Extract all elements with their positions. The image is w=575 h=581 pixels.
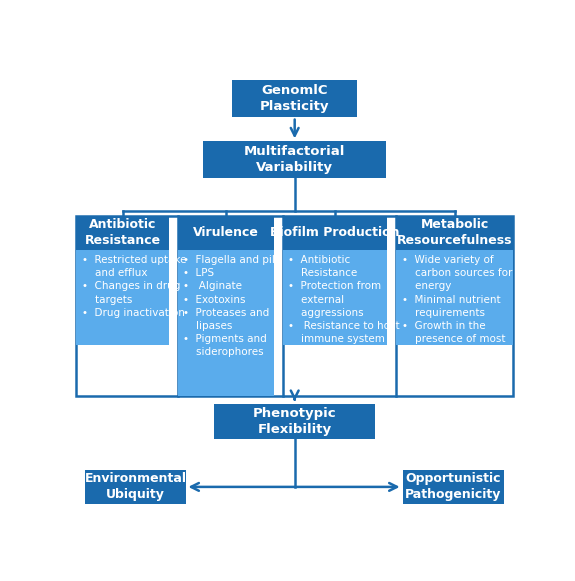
- FancyBboxPatch shape: [396, 250, 513, 345]
- Text: Environmental
Ubiquity: Environmental Ubiquity: [85, 472, 186, 501]
- Text: Multifactorial
Variability: Multifactorial Variability: [244, 145, 346, 174]
- Text: •  Antibiotic
    Resistance
•  Protection from
    external
    aggressions
•  : • Antibiotic Resistance • Protection fro…: [288, 255, 400, 344]
- FancyBboxPatch shape: [283, 250, 388, 345]
- FancyBboxPatch shape: [402, 470, 504, 504]
- Text: •  Restricted uptake
    and efflux
•  Changes in drug
    targets
•  Drug inact: • Restricted uptake and efflux • Changes…: [82, 255, 186, 318]
- FancyBboxPatch shape: [76, 216, 169, 250]
- Text: Virulence: Virulence: [193, 226, 259, 239]
- FancyBboxPatch shape: [283, 216, 388, 250]
- Text: Antibiotic
Resistance: Antibiotic Resistance: [85, 218, 161, 248]
- FancyBboxPatch shape: [396, 216, 513, 250]
- Text: Opportunistic
Pathogenicity: Opportunistic Pathogenicity: [405, 472, 501, 501]
- FancyBboxPatch shape: [232, 80, 357, 117]
- Text: Biofilm Production: Biofilm Production: [270, 226, 400, 239]
- Text: •  Flagella and pili
•  LPS
•   Alginate
•  Exotoxins
•  Proteases and
    lipas: • Flagella and pili • LPS • Alginate • E…: [183, 255, 278, 357]
- Text: •  Wide variety of
    carbon sources for
    energy
•  Minimal nutrient
    req: • Wide variety of carbon sources for ene…: [401, 255, 512, 357]
- Text: GenomlC
Plasticity: GenomlC Plasticity: [260, 84, 329, 113]
- FancyBboxPatch shape: [85, 470, 186, 504]
- Text: Metabolic
Resourcefulness: Metabolic Resourcefulness: [397, 218, 512, 248]
- FancyBboxPatch shape: [214, 404, 375, 439]
- Text: Phenotypic
Flexibility: Phenotypic Flexibility: [253, 407, 336, 436]
- FancyBboxPatch shape: [76, 250, 169, 345]
- FancyBboxPatch shape: [178, 250, 274, 396]
- FancyBboxPatch shape: [204, 141, 386, 178]
- FancyBboxPatch shape: [178, 216, 274, 250]
